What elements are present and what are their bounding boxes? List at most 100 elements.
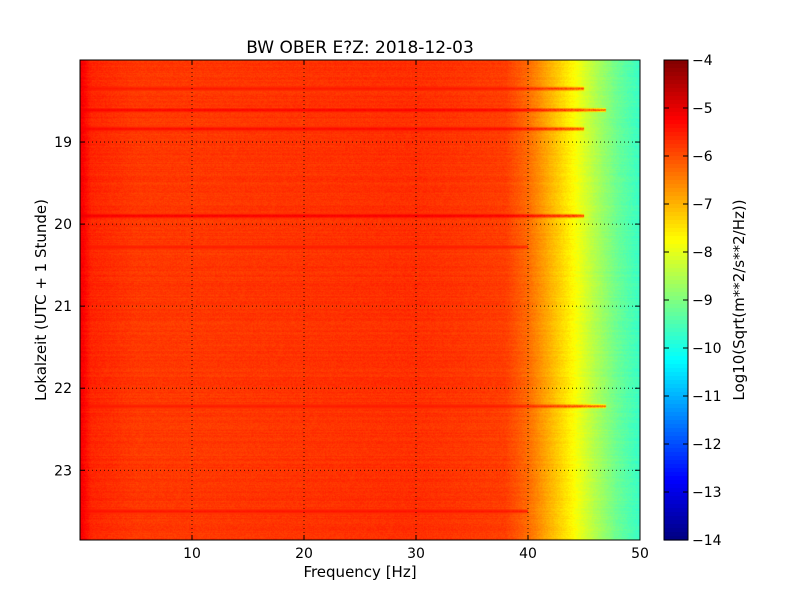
- colorbar-swatch: [664, 376, 688, 381]
- colorbar-swatch: [664, 236, 688, 241]
- colorbar-swatch: [664, 528, 688, 533]
- colorbar-swatch: [664, 364, 688, 369]
- colorbar-swatch: [664, 500, 688, 505]
- colorbar-swatch: [664, 504, 688, 509]
- colorbar-swatch: [664, 156, 688, 161]
- spectrogram-image: [80, 60, 640, 540]
- colorbar-swatch: [664, 456, 688, 461]
- colorbar-swatch: [664, 276, 688, 281]
- colorbar-swatch: [664, 432, 688, 437]
- colorbar-swatch: [664, 208, 688, 213]
- colorbar-swatch: [664, 168, 688, 173]
- colorbar-swatch: [664, 76, 688, 81]
- colorbar-tick-label: −6: [692, 149, 713, 165]
- colorbar-swatch: [664, 128, 688, 133]
- colorbar-swatch: [664, 452, 688, 457]
- y-axis: 19 20 21 22 23: [54, 135, 640, 479]
- y-tick-label: 22: [54, 381, 72, 397]
- colorbar-swatch: [664, 84, 688, 89]
- colorbar-swatch: [664, 308, 688, 313]
- colorbar-swatch: [664, 392, 688, 397]
- x-tick-label: 40: [519, 546, 537, 562]
- colorbar-swatch: [664, 412, 688, 417]
- y-tick-label: 23: [54, 463, 72, 479]
- colorbar-swatch: [664, 464, 688, 469]
- colorbar-swatch: [664, 440, 688, 445]
- colorbar-swatch: [664, 512, 688, 517]
- colorbar-swatch: [664, 232, 688, 237]
- colorbar-swatch: [664, 336, 688, 341]
- colorbar-swatch: [664, 352, 688, 357]
- colorbar-swatch: [664, 144, 688, 149]
- chart-title: BW OBER E?Z: 2018-12-03: [246, 38, 474, 58]
- grid: [80, 60, 640, 540]
- colorbar-swatch: [664, 288, 688, 293]
- colorbar-swatch: [664, 300, 688, 305]
- colorbar-swatch: [664, 492, 688, 497]
- colorbar-swatch: [664, 360, 688, 365]
- colorbar-swatch: [664, 408, 688, 413]
- colorbar-swatch: [664, 160, 688, 165]
- colorbar-swatch: [664, 164, 688, 169]
- colorbar-swatch: [664, 104, 688, 109]
- colorbar-swatch: [664, 400, 688, 405]
- colorbar-swatch: [664, 508, 688, 513]
- colorbar-tick-label: −4: [692, 53, 713, 69]
- x-tick-label: 20: [295, 546, 313, 562]
- colorbar-swatch: [664, 436, 688, 441]
- colorbar-swatch: [664, 480, 688, 485]
- colorbar-swatch: [664, 328, 688, 333]
- colorbar-swatch: [664, 204, 688, 209]
- y-tick-label: 20: [54, 217, 72, 233]
- colorbar-swatch: [664, 224, 688, 229]
- colorbar-swatch: [664, 356, 688, 361]
- colorbar-swatch: [664, 256, 688, 261]
- colorbar-swatch: [664, 140, 688, 145]
- colorbar-swatch: [664, 152, 688, 157]
- colorbar-swatch: [664, 112, 688, 117]
- colorbar-swatch: [664, 124, 688, 129]
- colorbar-swatch: [664, 368, 688, 373]
- colorbar-swatch: [664, 116, 688, 121]
- colorbar-swatch: [664, 324, 688, 329]
- colorbar-swatch: [664, 388, 688, 393]
- colorbar-swatch: [664, 196, 688, 201]
- colorbar-swatch: [664, 100, 688, 105]
- colorbar-label: Log10(Sqrt(m**2/s**2/Hz)): [730, 199, 748, 400]
- colorbar-swatch: [664, 272, 688, 277]
- colorbar-swatch: [664, 488, 688, 493]
- colorbar-tick-label: −8: [692, 245, 713, 261]
- colorbar-swatch: [664, 524, 688, 529]
- colorbar-swatch: [664, 240, 688, 245]
- colorbar-swatch: [664, 200, 688, 205]
- colorbar-swatch: [664, 472, 688, 477]
- colorbar-swatch: [664, 304, 688, 309]
- colorbar-swatch: [664, 320, 688, 325]
- colorbar-tick-label: −13: [692, 485, 722, 501]
- colorbar-swatch: [664, 92, 688, 97]
- y-axis-label: Lokalzeit (UTC + 1 Stunde): [32, 199, 50, 401]
- colorbar-swatch: [664, 96, 688, 101]
- colorbar-swatch: [664, 228, 688, 233]
- x-tick-label: 30: [407, 546, 425, 562]
- x-tick-label: 10: [183, 546, 201, 562]
- colorbar-swatch: [664, 536, 688, 541]
- colorbar-swatch: [664, 188, 688, 193]
- colorbar-swatch: [664, 332, 688, 337]
- colorbar-swatch: [664, 72, 688, 77]
- y-tick-label: 19: [54, 135, 72, 151]
- x-axis: 10 20 30 40 50: [183, 60, 649, 562]
- colorbar-swatch: [664, 120, 688, 125]
- colorbar-swatch: [664, 428, 688, 433]
- colorbar-swatch: [664, 396, 688, 401]
- colorbar-swatch: [664, 244, 688, 249]
- colorbar-swatch: [664, 292, 688, 297]
- spectrogram-raster: [80, 60, 640, 540]
- colorbar-swatch: [664, 448, 688, 453]
- plot-frame: [79, 59, 641, 541]
- colorbar-swatch: [664, 172, 688, 177]
- colorbar-swatch: [664, 496, 688, 501]
- colorbar-swatch: [664, 284, 688, 289]
- y-tick-label: 21: [54, 299, 72, 315]
- colorbar-axis: −4 −5 −6 −7 −8 −9 −10 −11 −12 −13 −14: [664, 53, 722, 549]
